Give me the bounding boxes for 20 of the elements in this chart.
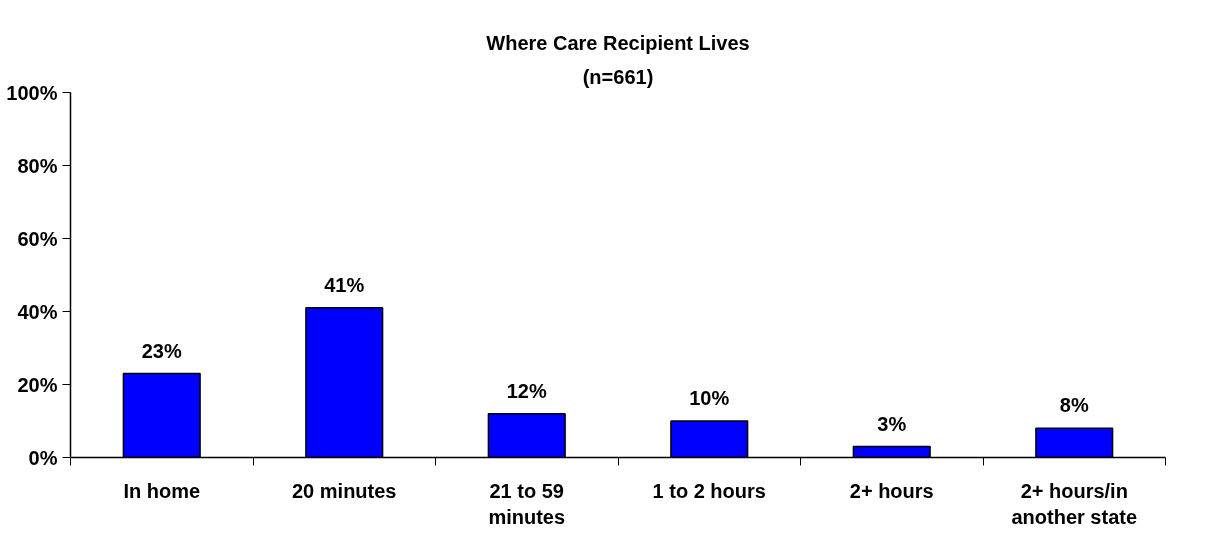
x-tick-label: 20 minutes	[292, 479, 397, 502]
x-tick-label: 1 to 2 hours	[652, 479, 766, 502]
data-label: 23%	[141, 339, 182, 362]
x-tick-label: In home	[123, 479, 201, 502]
data-label: 10%	[689, 387, 730, 409]
y-tick-label: 40%	[17, 300, 58, 323]
data-label: 41%	[324, 273, 365, 296]
y-tick-label: 80%	[17, 154, 58, 177]
x-tick-label: 2+ hours/in another state	[1011, 479, 1138, 528]
chart-title: Where Care Recipient Lives	[486, 31, 750, 54]
x-tick-label: 21 to 59 minutes	[488, 479, 566, 528]
data-label: 8%	[1059, 394, 1089, 417]
chart-subtitle: (n=661)	[582, 65, 654, 88]
y-tick-label: 100%	[6, 81, 58, 104]
y-tick-label: 60%	[17, 227, 58, 250]
x-tick-label: 2+ hours	[849, 479, 934, 502]
y-tick-label: 20%	[17, 373, 58, 396]
y-tick-label: 0%	[28, 446, 58, 469]
data-label: 3%	[877, 412, 907, 435]
data-label: 12%	[506, 379, 547, 402]
